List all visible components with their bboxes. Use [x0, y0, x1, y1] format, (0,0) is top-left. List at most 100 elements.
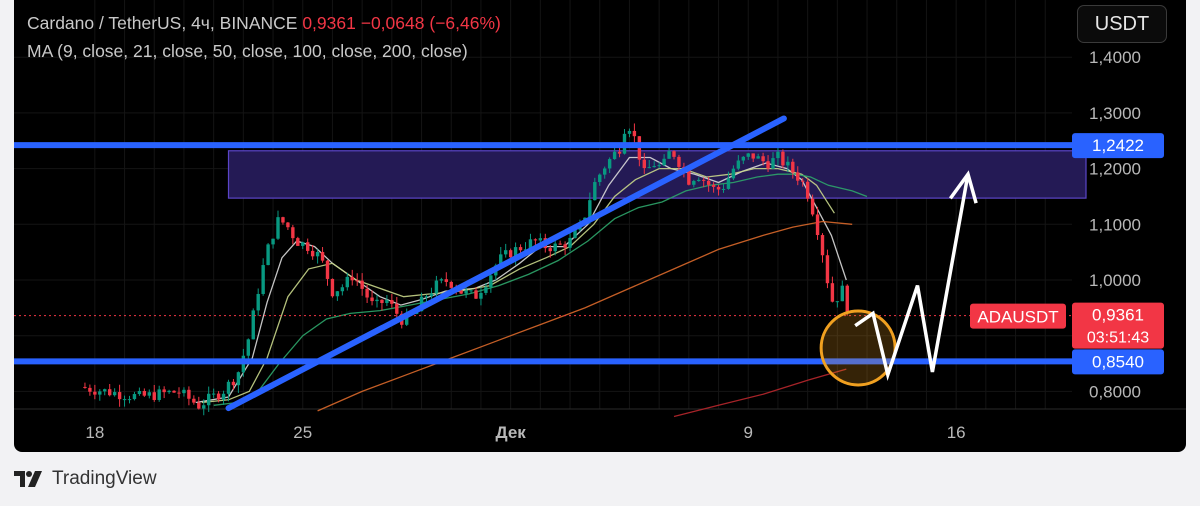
- candle-body: [479, 292, 483, 299]
- candle-body: [93, 391, 97, 395]
- candle-body: [697, 179, 701, 182]
- candle-body: [271, 238, 275, 245]
- candle-body: [251, 310, 255, 340]
- candle-body: [518, 247, 523, 251]
- candle-body: [528, 239, 533, 250]
- ma-line-ma100: [317, 220, 853, 412]
- candle-body: [187, 389, 191, 399]
- price-badge: [1072, 133, 1164, 159]
- candle-body: [340, 287, 345, 292]
- candle-body: [820, 235, 825, 256]
- candle-body: [122, 399, 127, 401]
- candle-body: [687, 170, 691, 185]
- price-chart[interactable]: 1,4000 1,3000 1,2000 1,1000 1,0000 0,8000 18 25…: [14, 0, 1186, 452]
- candle-body: [147, 392, 151, 396]
- candle-body: [692, 181, 696, 185]
- candle-body: [771, 158, 775, 169]
- y-tick-label: 0,8000: [1089, 382, 1141, 401]
- candle-body: [266, 244, 270, 266]
- candle-body: [840, 285, 844, 302]
- candle-body: [261, 265, 265, 294]
- candle-body: [835, 301, 840, 303]
- candle-body: [345, 276, 349, 288]
- candle-body: [236, 372, 241, 386]
- candle-body: [429, 293, 434, 297]
- drawings-layer: [14, 115, 1086, 412]
- candle-body: [380, 299, 384, 304]
- last-price: 0,9361: [302, 13, 356, 33]
- candle-body: [355, 280, 359, 282]
- symbol-tag: [970, 303, 1066, 329]
- candle-body: [612, 151, 617, 160]
- candle-body: [563, 244, 567, 248]
- candle-body: [216, 393, 221, 400]
- resistance-zone-layer: [227, 150, 1087, 199]
- candle-body: [815, 214, 820, 236]
- price-badge: [1072, 349, 1164, 375]
- candle-body: [558, 243, 562, 245]
- candle-body: [766, 161, 770, 169]
- candle-body: [226, 381, 231, 394]
- candle-body: [736, 160, 741, 169]
- candle-body: [825, 255, 830, 284]
- candle-body: [484, 287, 488, 293]
- y-tick-label: 1,2000: [1089, 160, 1141, 179]
- candle-body: [469, 290, 473, 292]
- candle-body: [662, 158, 666, 166]
- tradingview-logo-icon: [14, 471, 42, 487]
- candle-body: [474, 290, 478, 299]
- candle-body: [627, 130, 632, 134]
- candle-body: [642, 159, 646, 169]
- candle-body: [390, 300, 394, 304]
- countdown-label: 03:51:43: [1087, 330, 1149, 347]
- candle-body: [791, 161, 795, 173]
- candle-body: [499, 254, 503, 266]
- candle-body: [112, 392, 117, 396]
- candle-body: [603, 168, 607, 175]
- candle-body: [464, 290, 468, 294]
- candle-body: [652, 165, 656, 168]
- candle-body: [513, 247, 518, 258]
- ma-line-ma9: [195, 156, 847, 404]
- footer-branding: TradingView: [14, 466, 157, 492]
- ma-line-ma50: [213, 173, 868, 406]
- symbol-header: Cardano / TetherUS, 4ч, BINANCE 0,9361 −…: [27, 13, 501, 34]
- candle-body: [672, 151, 676, 157]
- candle-body: [172, 390, 176, 393]
- candle-body: [98, 391, 102, 395]
- candle-body: [508, 250, 513, 258]
- candle-body: [320, 252, 325, 261]
- x-tick-label: 9: [744, 423, 753, 442]
- candle-body: [726, 178, 731, 189]
- candle-body: [211, 393, 216, 395]
- price-change: −0,0648 (−6,46%): [360, 13, 501, 33]
- x-tick-label: 25: [293, 423, 312, 442]
- symbol-title: Cardano / TetherUS, 4ч, BINANCE: [27, 13, 298, 33]
- indicator-legend: MA (9, close, 21, close, 50, close, 100,…: [27, 41, 468, 61]
- candle-body: [830, 283, 835, 302]
- axes-layer: 1,4000 1,3000 1,2000 1,1000 1,0000 0,8000 18 25…: [85, 48, 1164, 442]
- candle-body: [805, 181, 810, 199]
- candle-body: [197, 402, 201, 409]
- candle-body: [667, 151, 671, 159]
- candle-body: [192, 398, 196, 403]
- candle-body: [786, 161, 790, 166]
- candle-body: [607, 159, 612, 169]
- candle-body: [706, 180, 711, 185]
- candle-body: [776, 151, 780, 159]
- chart-panel: 1,4000 1,3000 1,2000 1,1000 1,0000 0,8000 18 25…: [14, 0, 1186, 452]
- candle-body: [489, 275, 493, 288]
- candle-body: [325, 260, 330, 279]
- candle-body: [88, 387, 92, 392]
- candle-body: [459, 290, 463, 294]
- candle-body: [721, 188, 726, 190]
- candle-body: [647, 167, 651, 169]
- projection-arrow-path: [854, 173, 970, 382]
- quote-currency-button[interactable]: USDT: [1077, 5, 1167, 43]
- candle-body: [801, 180, 805, 182]
- candle-body: [711, 184, 716, 187]
- candle-body: [231, 381, 236, 386]
- candle-body: [137, 391, 142, 395]
- candle-body: [598, 174, 602, 183]
- candle-body: [756, 156, 760, 159]
